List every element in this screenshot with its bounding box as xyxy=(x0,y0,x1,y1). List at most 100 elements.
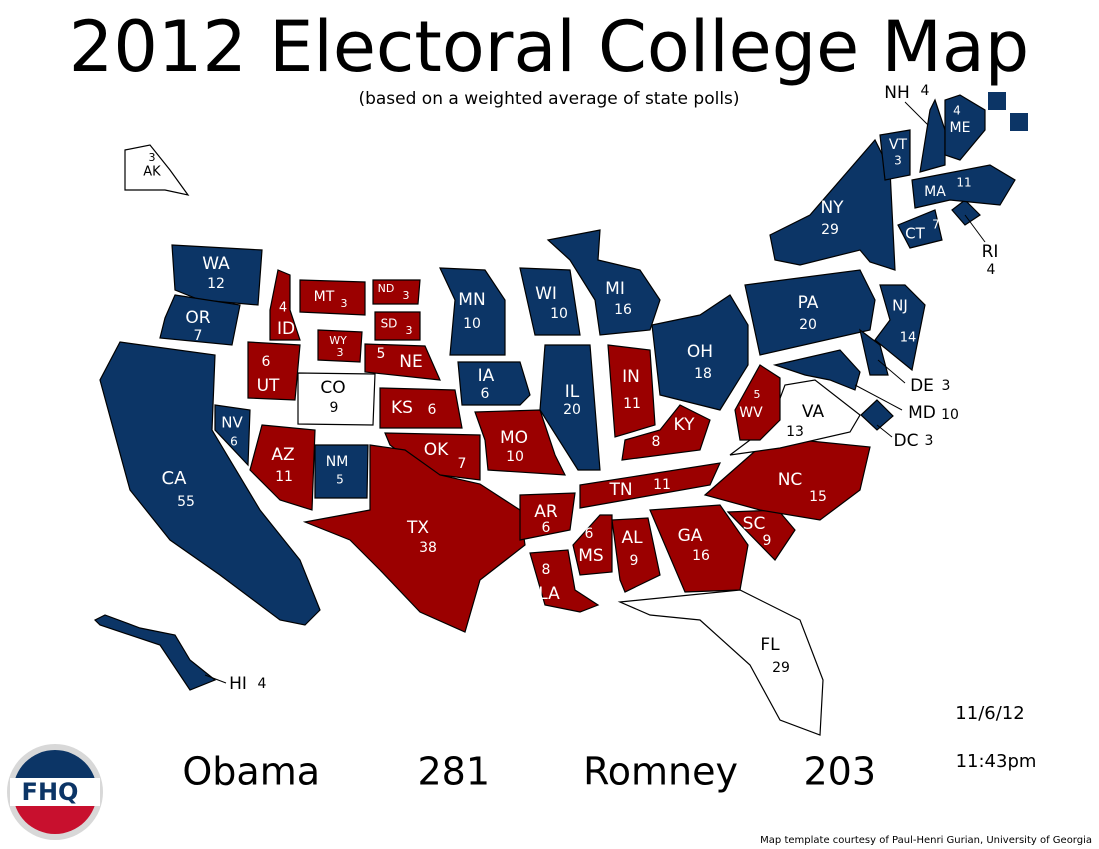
state-votes: 4 xyxy=(953,104,961,118)
state-shape xyxy=(379,387,463,429)
state-votes: 6 xyxy=(262,354,271,370)
state-shape xyxy=(607,344,656,438)
subtitle: (based on a weighted average of state po… xyxy=(358,89,739,109)
state-shape xyxy=(269,269,301,341)
state-abbr: FL xyxy=(760,635,780,655)
state-abbr: UT xyxy=(257,376,280,396)
state-abbr: CO xyxy=(320,378,345,398)
state-shape xyxy=(897,209,943,249)
state-abbr: WV xyxy=(739,405,763,421)
state-abbr: NE xyxy=(399,352,422,372)
state-shape xyxy=(519,267,581,336)
state-votes: 9 xyxy=(330,400,339,416)
state-abbr: TN xyxy=(608,480,632,500)
leader-line xyxy=(854,384,903,411)
state-abbr: SC xyxy=(743,514,766,534)
state-votes: 8 xyxy=(542,562,551,578)
state-shape xyxy=(314,444,369,499)
state-votes: 3 xyxy=(942,378,951,394)
state-shape xyxy=(874,284,926,372)
logo-band xyxy=(10,778,100,806)
state-votes: 55 xyxy=(177,494,195,510)
state-votes: 20 xyxy=(563,402,581,418)
state-abbr: RI xyxy=(982,242,999,262)
state-abbr: NH xyxy=(884,83,910,103)
state-votes: 7 xyxy=(458,456,467,472)
state-shape xyxy=(911,164,1016,209)
state-shape xyxy=(299,279,366,316)
state-votes: 4 xyxy=(921,83,930,99)
state-votes: 11 xyxy=(653,477,671,493)
state-shape xyxy=(772,349,861,391)
state-shape xyxy=(249,424,316,511)
state-votes: 6 xyxy=(481,386,490,402)
state-votes: 16 xyxy=(692,548,710,564)
state-abbr: MA xyxy=(924,184,946,200)
state-shape xyxy=(769,138,896,271)
state-shape xyxy=(519,492,576,541)
state-votes: 7 xyxy=(932,218,940,232)
state-abbr: KY xyxy=(674,415,696,435)
state-abbr: AL xyxy=(621,528,643,548)
state-votes: 4 xyxy=(258,676,267,692)
state-votes: 7 xyxy=(194,328,203,344)
state-shape xyxy=(546,229,661,336)
state-abbr: VT xyxy=(889,137,908,153)
state-shape xyxy=(860,399,894,431)
state-abbr: VA xyxy=(802,402,825,422)
state-votes: 4 xyxy=(987,262,996,278)
state-abbr: HI xyxy=(229,674,247,694)
state-abbr: CT xyxy=(905,225,925,243)
leader-line xyxy=(904,101,929,126)
state-shape xyxy=(93,614,217,691)
state-abbr: TX xyxy=(406,518,429,538)
state-shape xyxy=(159,294,241,346)
state-shape xyxy=(579,462,722,509)
state-abbr: MS xyxy=(578,546,603,566)
state-abbr: OK xyxy=(424,440,449,460)
leader-line xyxy=(204,674,227,684)
state-votes: 18 xyxy=(694,366,712,382)
state-shape xyxy=(457,361,531,406)
state-abbr: NM xyxy=(326,454,349,470)
state-abbr: GA xyxy=(678,526,703,546)
state-votes: 5 xyxy=(336,473,344,487)
candidate-name: Obama xyxy=(182,750,320,794)
state-shape xyxy=(879,129,911,181)
state-abbr: WY xyxy=(329,334,347,347)
state-votes: 10 xyxy=(506,449,524,465)
state-votes: 3 xyxy=(341,297,348,310)
state-abbr: IA xyxy=(478,366,495,386)
state-shape xyxy=(734,364,781,441)
state-abbr: MT xyxy=(314,289,335,305)
state-shape xyxy=(297,372,376,426)
state-shape xyxy=(247,341,301,401)
state-votes: 3 xyxy=(925,433,934,449)
state-abbr: ID xyxy=(277,319,295,339)
state-shape xyxy=(302,444,526,633)
state-shape xyxy=(944,94,986,161)
state-shape xyxy=(124,144,190,196)
state-abbr: NC xyxy=(778,470,803,490)
state-shape xyxy=(621,404,711,461)
state-votes: 5 xyxy=(377,346,386,362)
state-votes: 11 xyxy=(623,396,641,412)
state-abbr: AK xyxy=(143,165,161,180)
state-shape xyxy=(744,269,876,356)
state-abbr: ND xyxy=(378,282,395,295)
logo: FHQ xyxy=(7,744,103,840)
state-votes: 3 xyxy=(894,154,902,168)
state-abbr: MO xyxy=(500,428,528,448)
state-abbr: OH xyxy=(687,342,713,362)
state-votes: 9 xyxy=(763,533,772,549)
state-abbr: ME xyxy=(950,120,971,136)
leader-line xyxy=(964,214,986,243)
state-votes: 10 xyxy=(550,306,568,322)
state-abbr: NY xyxy=(820,198,844,218)
state-abbr: LA xyxy=(538,584,560,604)
state-abbr: PA xyxy=(798,293,819,313)
state-votes: 16 xyxy=(614,302,632,318)
state-abbr: NV xyxy=(221,414,243,432)
